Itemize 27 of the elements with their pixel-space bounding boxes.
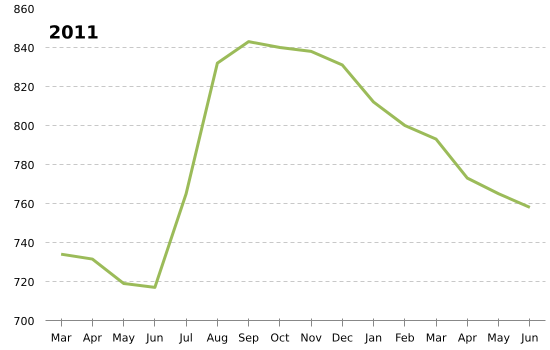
y-tick-label: 840 — [14, 42, 35, 55]
x-tick-label: Jun — [145, 332, 164, 344]
y-tick-label: 760 — [14, 198, 35, 211]
x-tick-label: Oct — [270, 332, 290, 344]
x-tick-label: Feb — [395, 332, 415, 344]
x-tick-label: Mar — [426, 332, 447, 344]
y-tick-label: 720 — [14, 276, 35, 289]
x-tick-label: Jun — [520, 332, 538, 344]
y-tick-label: 740 — [14, 237, 35, 250]
x-tick-label: Sep — [238, 332, 260, 344]
line-series — [60, 40, 532, 289]
x-tick-label: Mar — [50, 332, 72, 344]
x-tick-label: May — [487, 332, 510, 344]
y-tick-label: 800 — [14, 120, 35, 133]
y-tick-label: 860 — [14, 3, 35, 16]
x-tick-label: Apr — [82, 332, 102, 344]
x-tick-label: May — [112, 332, 136, 344]
x-tick-label: Jan — [364, 332, 382, 344]
x-tick-label: Apr — [458, 332, 478, 344]
x-tick-label: Jul — [178, 332, 193, 344]
y-tick-label: 700 — [14, 315, 35, 328]
text: 2011 — [48, 22, 99, 44]
x-tick-label: Dec — [332, 332, 354, 344]
x-tick-label: Nov — [300, 332, 322, 344]
y-tick-label: 780 — [14, 159, 35, 172]
y-tick-label: 820 — [14, 81, 35, 94]
x-tick-label: Aug — [206, 332, 228, 344]
